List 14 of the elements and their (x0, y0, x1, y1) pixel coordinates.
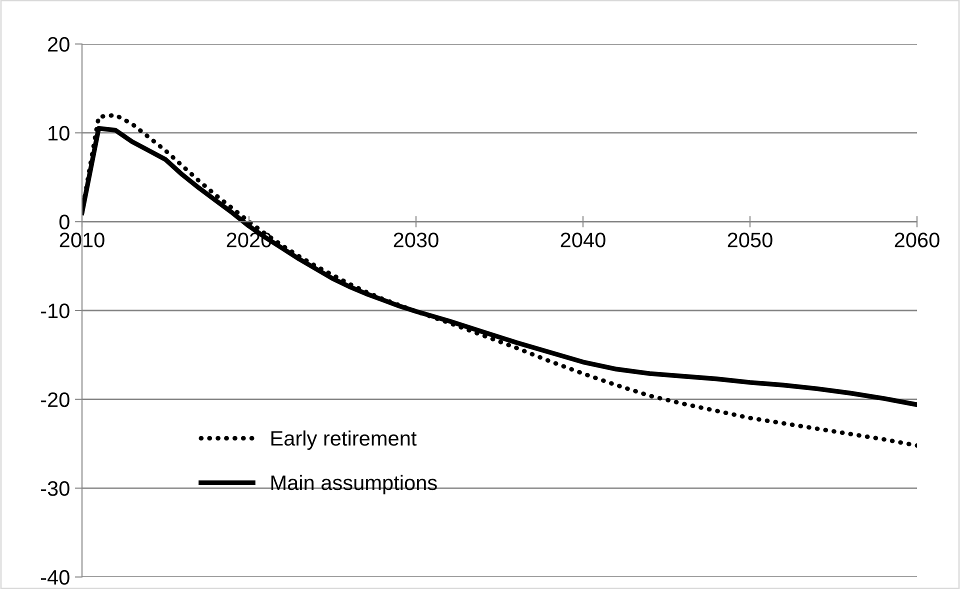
legend-label: Main assumptions (271, 474, 437, 494)
x-tick-label: 2030 (394, 232, 438, 248)
y-tick-label: -30 (41, 481, 70, 496)
y-tick-label: -20 (41, 392, 70, 408)
y-tick-label: -10 (41, 304, 70, 318)
x-tick-label: 2050 (728, 232, 772, 248)
x-tick-label: 2010 (60, 232, 104, 248)
x-tick-label: 2040 (560, 232, 606, 248)
y-tick-label: 10 (48, 126, 70, 141)
y-tick-label: 20 (48, 37, 70, 52)
y-tick-label: 0 (59, 214, 70, 230)
y-tick-label: -40 (41, 570, 70, 585)
x-tick-label: 2060 (894, 232, 940, 248)
legend-label: Early retirement (271, 430, 417, 450)
